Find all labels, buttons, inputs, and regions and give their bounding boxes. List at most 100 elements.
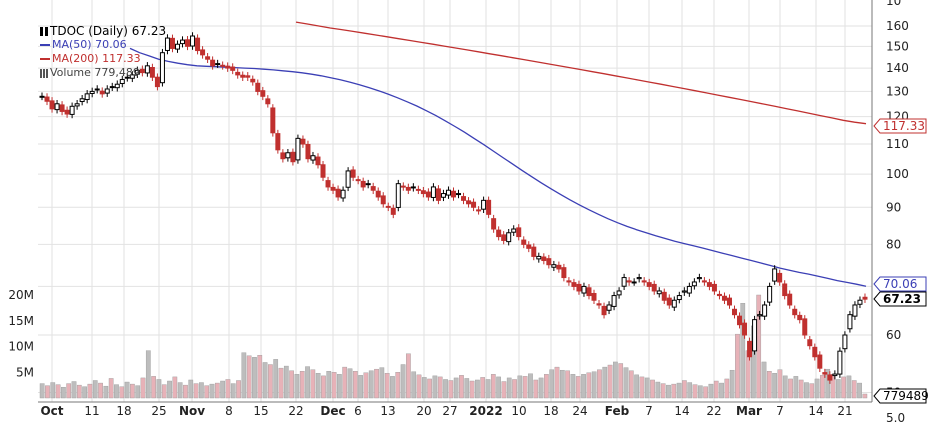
candle-body: [390, 207, 396, 215]
price-tick-label: 100: [886, 167, 909, 181]
volume-axis: 20M 15M 10M 5M: [8, 288, 34, 379]
volume-bar: [294, 374, 300, 399]
candle-body: [290, 151, 296, 163]
volume-bar: [814, 378, 820, 399]
candle-body: [666, 297, 672, 306]
candle-body: [807, 339, 813, 347]
volume-tick-label: 10M: [8, 340, 34, 354]
date-tick-label: Oct: [40, 404, 63, 418]
volume-bar: [464, 378, 470, 399]
volume-bar: [167, 380, 172, 399]
candle-body: [802, 318, 808, 336]
volume-bar: [437, 376, 443, 399]
price-tick-label: 130: [886, 84, 909, 98]
volume-bar: [406, 353, 411, 399]
volume-tick-label: 20M: [8, 288, 34, 302]
candle-body: [541, 256, 547, 262]
candle-body: [842, 334, 848, 350]
candle-body: [757, 314, 763, 317]
volume-bar: [724, 378, 730, 399]
volume-bar: [485, 379, 491, 399]
volume-bar: [703, 386, 708, 399]
volume-bar: [676, 382, 682, 399]
candle-body: [752, 319, 758, 352]
candle-body: [787, 293, 793, 306]
volume-bar: [98, 382, 103, 399]
volume-bar: [432, 375, 438, 399]
candle-body: [556, 264, 562, 270]
close-value-tag: 67.23: [883, 292, 921, 306]
volume-value-tag-box: [873, 388, 927, 404]
candle-body: [245, 75, 251, 78]
volume-bar: [172, 376, 178, 399]
candle-body: [415, 188, 421, 191]
candle-body: [797, 314, 803, 321]
date-tick-label: 22: [706, 404, 721, 418]
candle-body: [220, 64, 226, 67]
candle-body: [461, 196, 467, 201]
volume-bar: [602, 366, 608, 399]
volume-bar: [597, 369, 602, 399]
candle-body: [435, 188, 441, 201]
date-tick-label: 18: [116, 404, 131, 418]
candle-body: [496, 229, 502, 238]
candle-body: [721, 295, 727, 301]
candle-body: [852, 304, 858, 317]
volume-bar: [76, 384, 82, 399]
volume-bar: [321, 375, 326, 399]
candle-body: [114, 83, 120, 89]
volume-bar: [618, 363, 624, 399]
volume-bar: [459, 375, 464, 399]
volume-bar: [846, 375, 852, 399]
candle-body: [445, 189, 451, 196]
volume-bar: [135, 385, 141, 399]
candle-body: [190, 35, 196, 47]
volume-bar: [453, 377, 459, 399]
candle-body: [847, 314, 853, 330]
candle-body: [716, 293, 722, 297]
candle-body: [174, 43, 180, 50]
candle-body: [54, 103, 60, 111]
volume-bar: [156, 379, 162, 399]
candle-body: [400, 185, 406, 188]
date-tick-label: 24: [572, 404, 587, 418]
candle-body: [295, 137, 301, 161]
volume-bar: [246, 355, 252, 399]
candle-body: [305, 143, 311, 160]
volume-bar: [570, 374, 576, 399]
candle-legend-icon: [40, 27, 48, 36]
candle-body: [726, 297, 732, 306]
volume-bar: [55, 384, 61, 399]
candle-body: [129, 74, 135, 79]
volume-bar: [666, 384, 671, 399]
volume-bar: [230, 383, 236, 399]
candle-body: [144, 65, 150, 74]
volume-bar: [262, 362, 268, 399]
candle-body: [471, 201, 477, 208]
candle-body: [566, 280, 572, 283]
volume-bar: [554, 366, 560, 399]
candle-body: [706, 282, 712, 287]
volume-bar: [151, 376, 156, 399]
date-tick-label: 20: [416, 404, 431, 418]
volume-bar: [421, 377, 427, 399]
volume-bar: [522, 376, 528, 399]
candle-body: [69, 105, 75, 115]
volume-tick-label: 15M: [8, 314, 34, 328]
candle-body: [235, 71, 241, 76]
volume-bar: [108, 378, 114, 399]
candle-body: [84, 93, 90, 101]
candle-body: [49, 100, 55, 110]
candle-body: [134, 69, 140, 75]
volume-bar: [71, 381, 77, 399]
volume-bars: [39, 294, 868, 399]
volume-bar: [634, 374, 639, 399]
volume-bar: [851, 380, 857, 399]
volume-bar: [358, 375, 363, 399]
volume-bar: [644, 377, 650, 399]
volume-bar: [50, 382, 56, 399]
date-tick-label: 13: [380, 404, 395, 418]
candle-body: [225, 65, 231, 69]
volume-bar: [177, 382, 183, 399]
volume-bar: [289, 370, 294, 399]
